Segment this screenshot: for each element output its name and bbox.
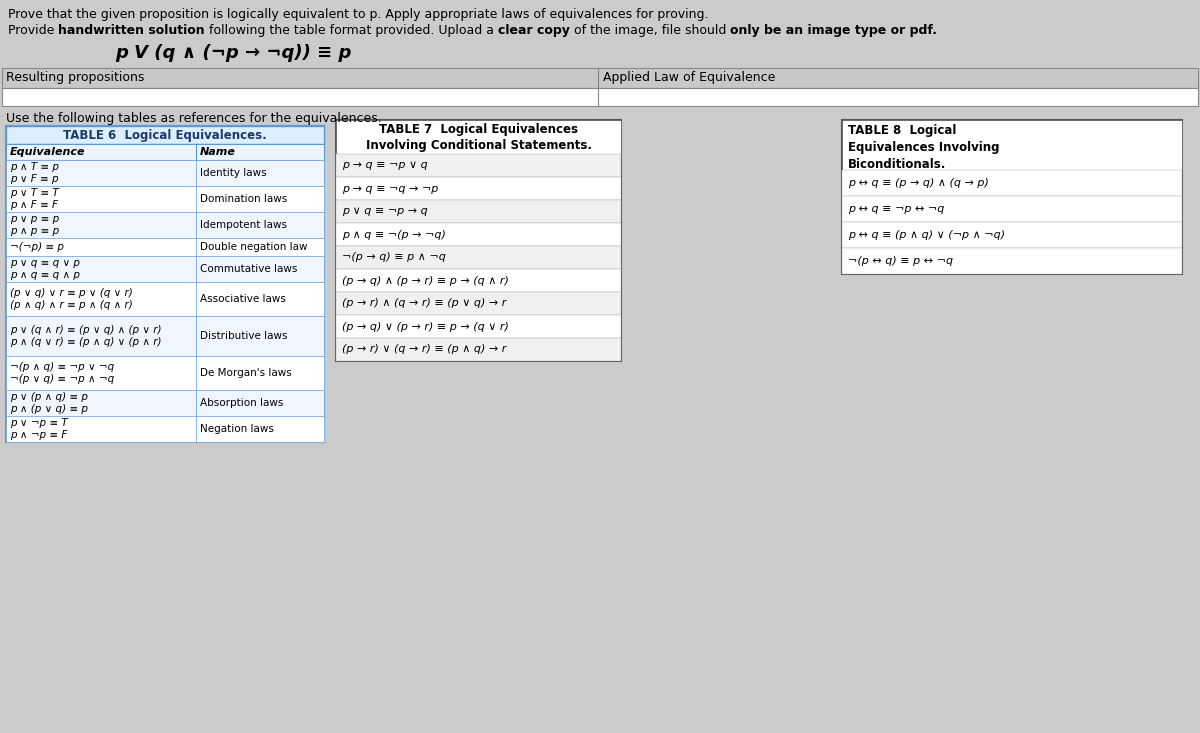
Bar [6,238,324,256]
Bar [6,256,324,282]
Bar [842,222,1182,248]
Text: following the table format provided. Upload a: following the table format provided. Upl… [205,24,498,37]
Text: Use the following tables as references for the equivalences.: Use the following tables as references f… [6,112,382,125]
Bar [336,246,622,269]
Bar [6,212,324,238]
Text: p ↔ q ≡ (p ∧ q) ∨ (¬p ∧ ¬q): p ↔ q ≡ (p ∧ q) ∨ (¬p ∧ ¬q) [848,230,1006,240]
Bar [336,223,622,246]
Bar [6,160,324,186]
Bar [336,269,622,292]
Bar [2,68,1198,88]
Text: p ∨ q ≡ ¬p → q: p ∨ q ≡ ¬p → q [342,207,427,216]
Bar [6,144,324,160]
Text: p ∧ T ≡ p
p ∨ F ≡ p: p ∧ T ≡ p p ∨ F ≡ p [10,161,59,185]
Text: Equivalence: Equivalence [10,147,85,157]
Text: p ∧ q ≡ ¬(p → ¬q): p ∧ q ≡ ¬(p → ¬q) [342,229,446,240]
Text: Commutative laws: Commutative laws [200,264,298,274]
Text: p ∨ (p ∧ q) ≡ p
p ∧ (p ∨ q) ≡ p: p ∨ (p ∧ q) ≡ p p ∧ (p ∨ q) ≡ p [10,391,88,414]
Text: (p → q) ∨ (p → r) ≡ p → (q ∨ r): (p → q) ∨ (p → r) ≡ p → (q ∨ r) [342,322,509,331]
Text: Name: Name [200,147,236,157]
Text: p → q ≡ ¬p ∨ q: p → q ≡ ¬p ∨ q [342,161,427,171]
Bar [6,126,324,144]
Text: ¬(p → q) ≡ p ∧ ¬q: ¬(p → q) ≡ p ∧ ¬q [342,252,446,262]
Bar [336,120,622,361]
Bar [6,416,324,442]
Text: (p → r) ∧ (q → r) ≡ (p ∨ q) → r: (p → r) ∧ (q → r) ≡ (p ∨ q) → r [342,298,506,309]
Bar [842,248,1182,274]
Bar [6,126,324,442]
Bar [6,282,324,316]
Text: p ↔ q ≡ ¬p ↔ ¬q: p ↔ q ≡ ¬p ↔ ¬q [848,204,944,214]
Text: (p → q) ∧ (p → r) ≡ p → (q ∧ r): (p → q) ∧ (p → r) ≡ p → (q ∧ r) [342,276,509,285]
Bar [6,356,324,390]
Bar [6,316,324,356]
Bar [336,292,622,315]
Text: p ∨ p ≡ p
p ∧ p ≡ p: p ∨ p ≡ p p ∧ p ≡ p [10,213,59,237]
Text: p ↔ q ≡ (p → q) ∧ (q → p): p ↔ q ≡ (p → q) ∧ (q → p) [848,178,989,188]
Text: Provide: Provide [8,24,59,37]
Text: Resulting propositions: Resulting propositions [6,71,144,84]
Text: p V (q ∧ (¬p → ¬q)) ≡ p: p V (q ∧ (¬p → ¬q)) ≡ p [115,44,352,62]
Text: Prove that the given proposition is logically equivalent to p. Apply appropriate: Prove that the given proposition is logi… [8,8,708,21]
Text: p ∨ (q ∧ r) ≡ (p ∨ q) ∧ (p ∨ r)
p ∧ (q ∨ r) ≡ (p ∧ q) ∨ (p ∧ r): p ∨ (q ∧ r) ≡ (p ∨ q) ∧ (p ∨ r) p ∧ (q ∨… [10,325,162,347]
Bar [842,120,1182,274]
Bar [842,170,1182,196]
Text: ¬(p ∧ q) ≡ ¬p ∨ ¬q
¬(p ∨ q) ≡ ¬p ∧ ¬q: ¬(p ∧ q) ≡ ¬p ∨ ¬q ¬(p ∨ q) ≡ ¬p ∧ ¬q [10,361,114,384]
Text: p ∨ q ≡ q ∨ p
p ∧ q ≡ q ∧ p: p ∨ q ≡ q ∨ p p ∧ q ≡ q ∧ p [10,257,80,281]
Text: Negation laws: Negation laws [200,424,274,434]
Text: Domination laws: Domination laws [200,194,287,204]
Text: clear copy: clear copy [498,24,570,37]
Bar [842,196,1182,222]
Text: only be an image type or pdf.: only be an image type or pdf. [731,24,937,37]
Bar [2,88,1198,106]
Bar [6,390,324,416]
Text: (p ∨ q) ∨ r ≡ p ∨ (q ∨ r)
(p ∧ q) ∧ r ≡ p ∧ (q ∧ r): (p ∨ q) ∨ r ≡ p ∨ (q ∨ r) (p ∧ q) ∧ r ≡ … [10,287,133,310]
Bar [336,200,622,223]
Bar [336,154,622,177]
Text: Absorption laws: Absorption laws [200,398,283,408]
Bar [336,315,622,338]
Text: TABLE 7  Logical Equivalences
Involving Conditional Statements.: TABLE 7 Logical Equivalences Involving C… [366,123,592,152]
Text: Idempotent laws: Idempotent laws [200,220,287,230]
Text: (p → r) ∨ (q → r) ≡ (p ∧ q) → r: (p → r) ∨ (q → r) ≡ (p ∧ q) → r [342,345,506,355]
Bar [6,186,324,212]
Bar [336,177,622,200]
Text: of the image, file should: of the image, file should [570,24,731,37]
Text: p → q ≡ ¬q → ¬p: p → q ≡ ¬q → ¬p [342,183,438,194]
Text: p ∨ T ≡ T
p ∧ F ≡ F: p ∨ T ≡ T p ∧ F ≡ F [10,188,59,210]
Text: Associative laws: Associative laws [200,294,286,304]
Bar [336,120,622,154]
Text: Double negation law: Double negation law [200,242,307,252]
Text: Distributive laws: Distributive laws [200,331,288,341]
Text: TABLE 6  Logical Equivalences.: TABLE 6 Logical Equivalences. [64,129,266,142]
Bar [336,338,622,361]
Bar [842,120,1182,170]
Text: TABLE 8  Logical
Equivalences Involving
Biconditionals.: TABLE 8 Logical Equivalences Involving B… [848,124,1000,171]
Text: p ∨ ¬p ≡ T
p ∧ ¬p ≡ F: p ∨ ¬p ≡ T p ∧ ¬p ≡ F [10,418,67,441]
Text: Identity laws: Identity laws [200,168,266,178]
Text: ¬(p ↔ q) ≡ p ↔ ¬q: ¬(p ↔ q) ≡ p ↔ ¬q [848,256,953,266]
Text: Applied Law of Equivalence: Applied Law of Equivalence [604,71,775,84]
Text: ¬(¬p) ≡ p: ¬(¬p) ≡ p [10,242,64,252]
Text: De Morgan's laws: De Morgan's laws [200,368,292,378]
Text: handwritten solution: handwritten solution [59,24,205,37]
